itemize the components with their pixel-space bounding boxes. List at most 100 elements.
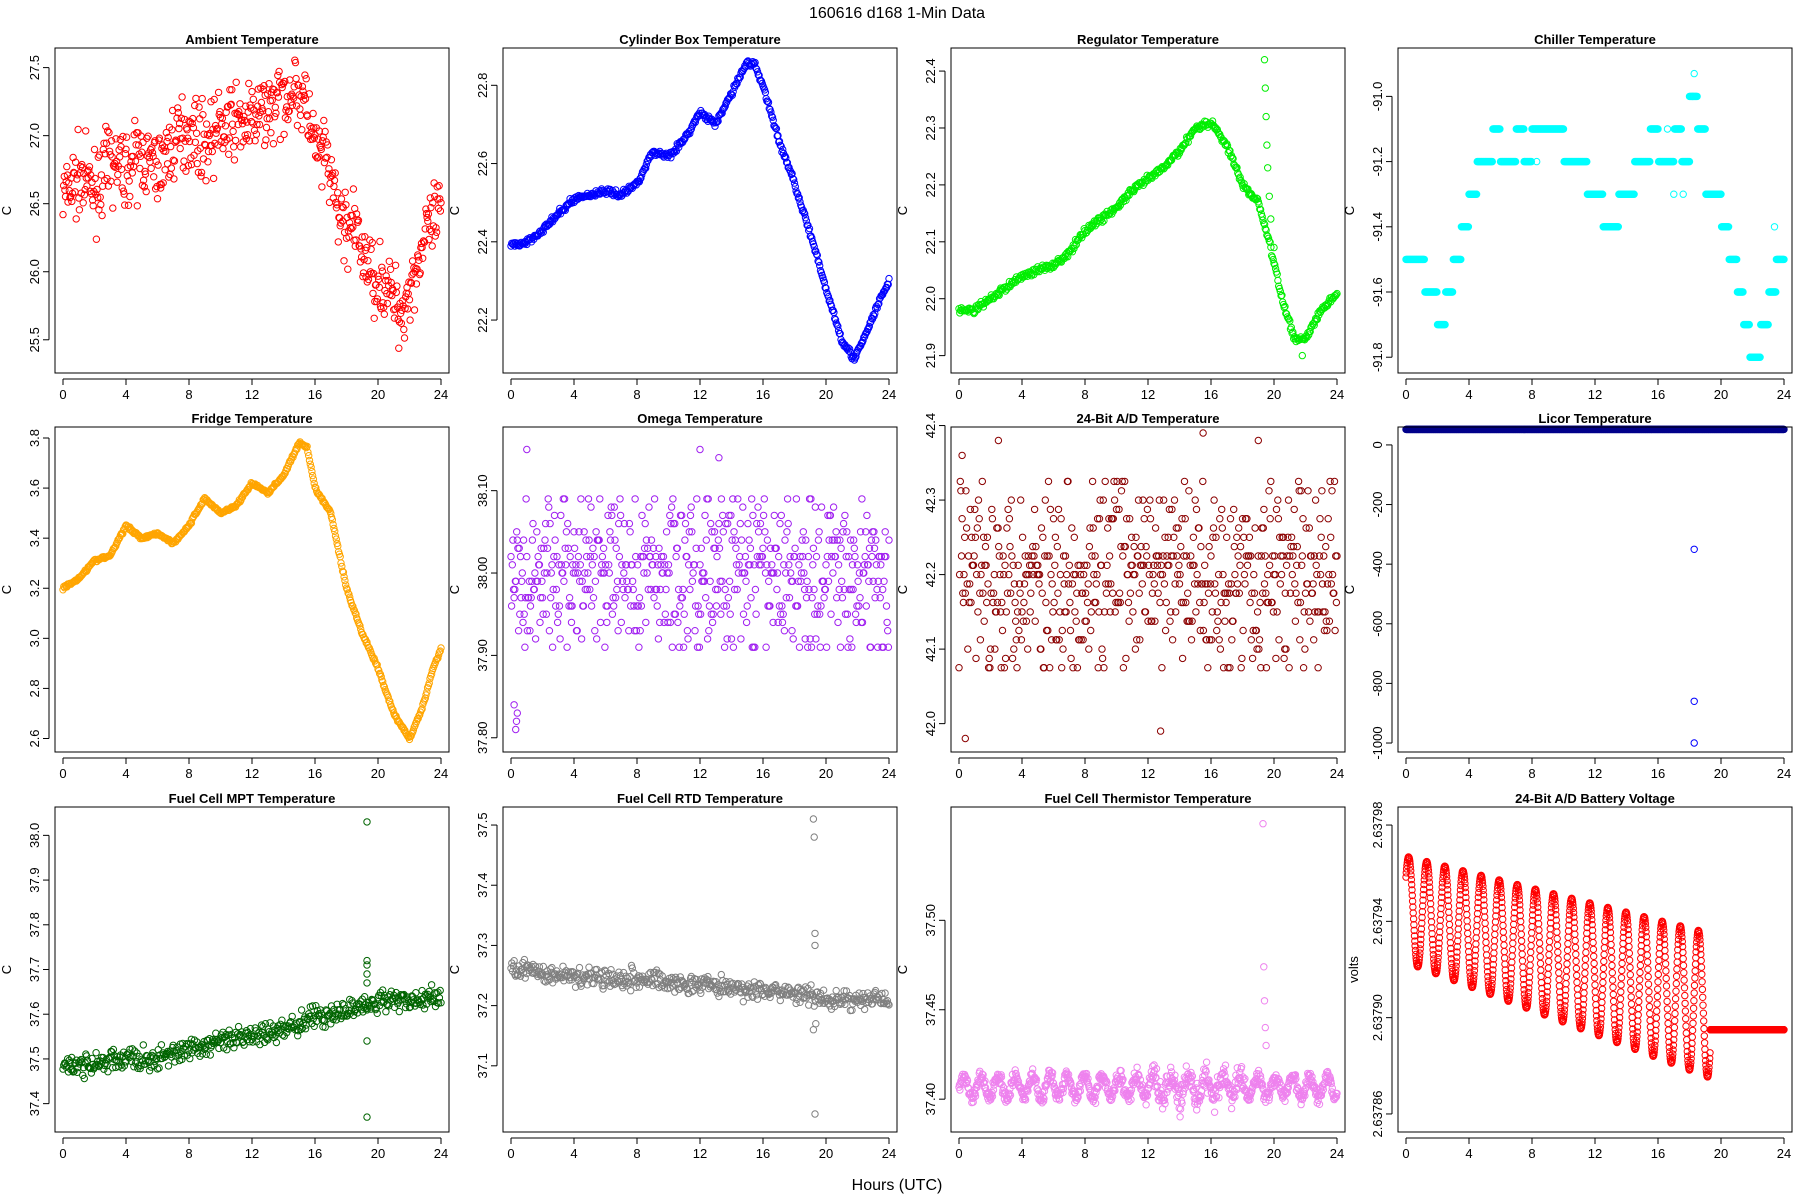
data-point: [377, 238, 383, 244]
x-tick-label: 16: [756, 387, 770, 402]
data-point: [532, 636, 538, 642]
data-point: [669, 644, 675, 650]
x-tick-label: 16: [1204, 766, 1218, 781]
data-point: [1239, 655, 1245, 661]
data-point: [91, 146, 97, 152]
data-point: [1300, 516, 1306, 522]
data-point: [523, 496, 529, 502]
data-point: [1116, 590, 1122, 596]
data-point: [293, 75, 299, 81]
data-point: [613, 545, 619, 551]
data-point: [851, 545, 857, 551]
data-point: [1162, 627, 1168, 633]
data-point: [1278, 571, 1284, 577]
y-tick-label: 26.0: [27, 259, 42, 284]
data-point: [1069, 525, 1075, 531]
data-point: [106, 129, 112, 135]
data-point: [168, 165, 174, 171]
data-point: [743, 619, 749, 625]
data-point: [307, 123, 313, 129]
data-point: [999, 627, 1005, 633]
data-point: [1273, 655, 1279, 661]
data-point: [1051, 599, 1057, 605]
data-point: [823, 644, 829, 650]
data-point: [1266, 562, 1272, 568]
data-point: [1254, 609, 1260, 615]
data-point: [961, 571, 967, 577]
figure-title: 160616 d168 1-Min Data: [809, 5, 985, 22]
y-tick-label: 27.0: [27, 123, 42, 148]
data-point: [720, 512, 726, 518]
data-point: [1305, 609, 1311, 615]
data-point: [532, 570, 538, 576]
data-point: [64, 163, 70, 169]
data-point: [1211, 497, 1217, 503]
data-point: [1042, 497, 1048, 503]
data-point: [246, 80, 252, 86]
data-point: [1194, 571, 1200, 577]
data-point: [1179, 655, 1185, 661]
data-point: [1058, 516, 1064, 522]
data-point: [1131, 543, 1137, 549]
y-axis-label: C: [0, 206, 14, 215]
data-point: [697, 446, 703, 452]
data-point: [885, 628, 891, 634]
y-axis: 22.222.422.622.8: [475, 73, 497, 333]
data-point: [411, 307, 417, 313]
data-point: [823, 562, 829, 568]
data-point: [125, 202, 131, 208]
data-point: [1093, 581, 1099, 587]
data-point: [1275, 497, 1281, 503]
x-axis: 0 4 8 12 16 20 24: [59, 758, 448, 781]
data-point: [529, 537, 535, 543]
data-point: [632, 496, 638, 502]
data-point: [847, 636, 853, 642]
data-point: [763, 644, 769, 650]
data-point: [668, 504, 674, 510]
data-point: [784, 496, 790, 502]
data-point: [1252, 525, 1258, 531]
data-point: [594, 636, 600, 642]
data-point: [1176, 581, 1182, 587]
data-point: [1192, 497, 1198, 503]
data-point: [1050, 516, 1056, 522]
data-point: [864, 512, 870, 518]
data-point: [1099, 655, 1105, 661]
data-point: [1120, 553, 1126, 559]
data-point: [545, 496, 551, 502]
data-point: [689, 578, 695, 584]
data-point: [957, 478, 963, 484]
data-point: [796, 562, 802, 568]
data-point: [792, 545, 798, 551]
data-point: [1240, 627, 1246, 633]
data-point: [1276, 637, 1282, 643]
x-tick-label: 4: [1465, 387, 1472, 402]
data-point: [996, 543, 1002, 549]
y-tick-label: 42.3: [923, 487, 938, 512]
y-axis-label: C: [895, 585, 910, 594]
data-point: [1285, 497, 1291, 503]
data-point: [129, 170, 135, 176]
data-point: [1032, 618, 1038, 624]
data-point: [275, 72, 281, 78]
data-point: [578, 496, 584, 502]
data-point: [75, 126, 81, 132]
data-point: [148, 165, 154, 171]
data-point: [1325, 516, 1331, 522]
data-point: [566, 595, 572, 601]
data-point: [857, 595, 863, 601]
data-point: [513, 726, 519, 732]
data-point: [1088, 609, 1094, 615]
x-tick-label: 4: [1018, 387, 1025, 402]
data-point: [524, 553, 530, 559]
data-point: [123, 146, 129, 152]
data-point: [123, 134, 129, 140]
data-point: [1317, 571, 1323, 577]
data-point: [1237, 562, 1243, 568]
data-point: [844, 529, 850, 535]
data-point: [604, 619, 610, 625]
data-point: [548, 570, 554, 576]
data-point: [680, 586, 686, 592]
